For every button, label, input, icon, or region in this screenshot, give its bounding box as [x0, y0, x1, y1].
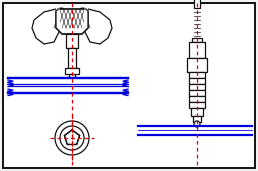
Bar — [189, 72, 205, 78]
Bar — [8, 86, 128, 93]
Bar — [193, 116, 201, 122]
Polygon shape — [64, 130, 80, 144]
Bar — [189, 84, 205, 90]
Bar — [65, 68, 79, 74]
Bar — [138, 126, 252, 135]
Bar — [189, 102, 205, 108]
Bar — [189, 96, 205, 102]
Polygon shape — [56, 9, 88, 34]
Bar — [189, 90, 205, 96]
Bar — [187, 58, 207, 72]
Polygon shape — [32, 8, 64, 44]
Bar — [189, 42, 205, 58]
Circle shape — [55, 121, 89, 155]
Circle shape — [60, 126, 84, 150]
Bar — [56, 8, 60, 28]
Bar — [8, 78, 128, 84]
Bar — [194, 0, 200, 8]
Bar — [192, 38, 202, 42]
Circle shape — [194, 121, 200, 127]
Bar — [84, 8, 88, 28]
Bar — [189, 78, 205, 84]
Bar — [69, 74, 75, 82]
Bar — [68, 48, 76, 68]
Polygon shape — [80, 8, 112, 44]
Bar — [66, 34, 78, 48]
Bar — [191, 108, 203, 116]
